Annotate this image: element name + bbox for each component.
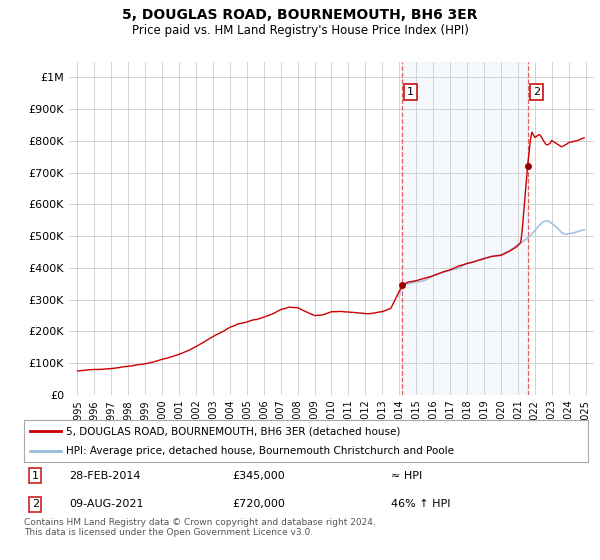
Text: HPI: Average price, detached house, Bournemouth Christchurch and Poole: HPI: Average price, detached house, Bour…: [66, 446, 454, 456]
Text: 2: 2: [533, 87, 540, 97]
Text: 5, DOUGLAS ROAD, BOURNEMOUTH, BH6 3ER: 5, DOUGLAS ROAD, BOURNEMOUTH, BH6 3ER: [122, 8, 478, 22]
Text: £345,000: £345,000: [233, 471, 286, 481]
Text: 28-FEB-2014: 28-FEB-2014: [69, 471, 140, 481]
Text: £720,000: £720,000: [233, 499, 286, 509]
Text: 1: 1: [32, 471, 39, 481]
Bar: [402, 62, 527, 395]
Text: 09-AUG-2021: 09-AUG-2021: [69, 499, 143, 509]
Text: ≈ HPI: ≈ HPI: [391, 471, 422, 481]
Text: 5, DOUGLAS ROAD, BOURNEMOUTH, BH6 3ER (detached house): 5, DOUGLAS ROAD, BOURNEMOUTH, BH6 3ER (d…: [66, 426, 401, 436]
Text: 46% ↑ HPI: 46% ↑ HPI: [391, 499, 450, 509]
Text: 1: 1: [407, 87, 414, 97]
Text: Price paid vs. HM Land Registry's House Price Index (HPI): Price paid vs. HM Land Registry's House …: [131, 24, 469, 37]
Text: Contains HM Land Registry data © Crown copyright and database right 2024.
This d: Contains HM Land Registry data © Crown c…: [24, 518, 376, 538]
Text: 2: 2: [32, 499, 39, 509]
